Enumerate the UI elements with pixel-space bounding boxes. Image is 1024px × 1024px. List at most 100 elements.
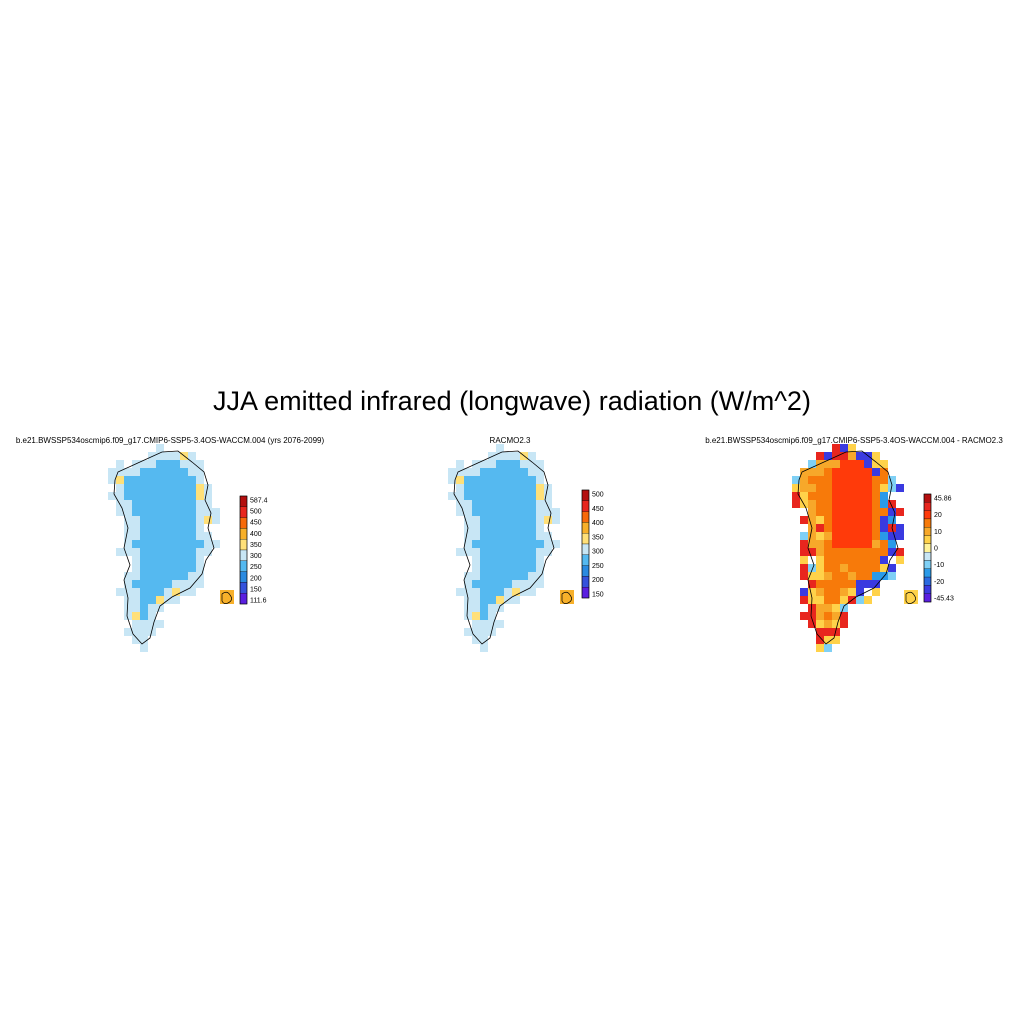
map-cell — [800, 468, 808, 476]
map-cell — [472, 620, 480, 628]
map-cell — [864, 596, 872, 604]
map-cell — [148, 500, 156, 508]
map-cell — [864, 588, 872, 596]
map-cell — [864, 532, 872, 540]
map-cell — [816, 548, 824, 556]
colorbar-swatch — [581, 511, 590, 523]
colorbar-swatch — [239, 549, 248, 561]
map-cell — [188, 580, 196, 588]
map-cell — [212, 516, 220, 524]
map-cell — [800, 532, 808, 540]
map-cell — [864, 556, 872, 564]
map-cell — [496, 524, 504, 532]
map-cell — [132, 636, 140, 644]
map-cell — [196, 460, 204, 468]
map-cell — [164, 548, 172, 556]
map-cell — [512, 572, 520, 580]
map-cell — [520, 460, 528, 468]
map-cell — [480, 636, 488, 644]
map-cell — [172, 556, 180, 564]
map-cell — [156, 452, 164, 460]
map-cell — [848, 572, 856, 580]
map-cell — [520, 564, 528, 572]
map-cell — [840, 444, 848, 452]
map-cell — [164, 524, 172, 532]
map-cell — [504, 468, 512, 476]
map-cell — [456, 548, 464, 556]
map-cell — [164, 500, 172, 508]
map-cell — [488, 484, 496, 492]
map-cell — [848, 508, 856, 516]
map-cell — [196, 524, 204, 532]
map-cell — [148, 524, 156, 532]
map-cell — [824, 500, 832, 508]
map-cell — [800, 556, 808, 564]
map-cell — [172, 468, 180, 476]
map-cell — [204, 540, 212, 548]
map-cell — [872, 524, 880, 532]
map-cell — [536, 516, 544, 524]
map-cell — [132, 492, 140, 500]
map-cell — [472, 604, 480, 612]
map-cell — [832, 468, 840, 476]
map-cell — [504, 460, 512, 468]
map-cell — [848, 468, 856, 476]
map-cell — [824, 484, 832, 492]
map-cell — [148, 508, 156, 516]
map-cell — [180, 572, 188, 580]
map-cell — [472, 556, 480, 564]
map-cell — [816, 644, 824, 652]
map-cell — [172, 516, 180, 524]
map-cell — [496, 484, 504, 492]
map-cell — [864, 572, 872, 580]
map-cell — [480, 612, 488, 620]
map-cell — [528, 484, 536, 492]
map-cell — [156, 564, 164, 572]
map-cell — [132, 620, 140, 628]
map-cell — [132, 556, 140, 564]
map-cell — [148, 628, 156, 636]
map-cell — [496, 564, 504, 572]
map-cell — [848, 580, 856, 588]
map-cell — [800, 540, 808, 548]
map-cell — [848, 588, 856, 596]
map-cell — [488, 508, 496, 516]
map-cell — [856, 500, 864, 508]
map-cell — [832, 548, 840, 556]
map-cell — [880, 476, 888, 484]
map-cell — [816, 500, 824, 508]
colorbar-swatch — [581, 522, 590, 534]
map-cell — [504, 532, 512, 540]
map-cell — [536, 564, 544, 572]
map-cell — [528, 548, 536, 556]
map-cell — [472, 588, 480, 596]
map-cell — [824, 628, 832, 636]
map-cell — [832, 580, 840, 588]
map-cell — [172, 548, 180, 556]
map-cell — [504, 572, 512, 580]
map-cell — [488, 468, 496, 476]
map-cell — [496, 596, 504, 604]
map-cell — [840, 492, 848, 500]
map-cell — [544, 508, 552, 516]
map-cell — [496, 588, 504, 596]
map-cell — [180, 524, 188, 532]
map-cell — [116, 468, 124, 476]
map-cell — [488, 492, 496, 500]
map-cell — [180, 492, 188, 500]
colorbar-label: 587.4 — [250, 498, 268, 505]
map-cell — [832, 484, 840, 492]
map-cell — [164, 452, 172, 460]
map-cell — [116, 588, 124, 596]
map-cell — [132, 604, 140, 612]
map-cell — [156, 524, 164, 532]
map-cell — [528, 452, 536, 460]
map-cell — [196, 492, 204, 500]
map-cell — [148, 540, 156, 548]
map-cell — [816, 540, 824, 548]
map-cell — [840, 532, 848, 540]
map-cell — [848, 548, 856, 556]
map-cell — [824, 556, 832, 564]
map-cell — [536, 556, 544, 564]
map-cell — [856, 476, 864, 484]
